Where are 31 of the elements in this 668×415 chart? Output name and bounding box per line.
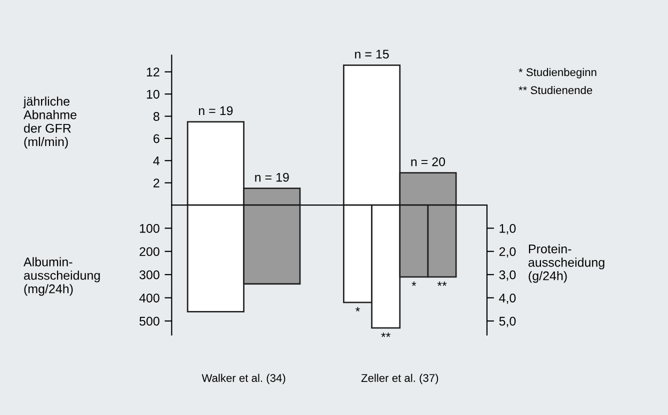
annotation: n = 19 <box>255 172 289 182</box>
y-tick-label: 8 <box>153 112 160 121</box>
text: ** Studienende <box>518 86 592 94</box>
y2-tick-label: 5,0 <box>499 316 516 328</box>
data-label: ** <box>437 282 447 286</box>
data-label: * <box>356 307 360 312</box>
y-tick-label: 12 <box>146 68 160 76</box>
y-tick-label: 300 <box>139 270 160 280</box>
y-tick-label: 400 <box>139 294 160 302</box>
y-axis-title: jährliche Abnahme der GFR (ml/min) <box>23 96 76 149</box>
text: * Studienbeginn <box>518 68 596 78</box>
y2-tick-label: 2,0 <box>499 247 516 258</box>
y2-tick-label: 3,0 <box>499 270 516 281</box>
y-tick-label: 200 <box>140 247 160 256</box>
data-label: ** <box>381 332 390 337</box>
y-tick-label: 500 <box>140 316 160 326</box>
annotation: n = 19 <box>198 106 233 116</box>
y-tick-label: 2 <box>154 178 160 188</box>
y-axis-title: Albumin- ausscheidung (mg/24h) <box>24 257 100 296</box>
annotation: n = 15 <box>355 50 389 59</box>
y2-axis-title: Protein- ausscheidung (g/24h) <box>528 244 604 283</box>
y2-tick-label: 4,0 <box>499 294 516 304</box>
data-label: * <box>412 282 416 286</box>
annotation: n = 20 <box>411 157 446 166</box>
y-tick-label: 6 <box>154 134 160 144</box>
y2-tick-label: 1,0 <box>500 224 516 234</box>
x-tick-label: Zeller et al. (37) <box>361 374 438 384</box>
y-tick-label: 10 <box>146 90 160 99</box>
y-tick-label: 100 <box>140 224 160 233</box>
x-tick-label: Walker et al. (34) <box>202 374 286 384</box>
y-tick-label: 4 <box>153 156 160 166</box>
